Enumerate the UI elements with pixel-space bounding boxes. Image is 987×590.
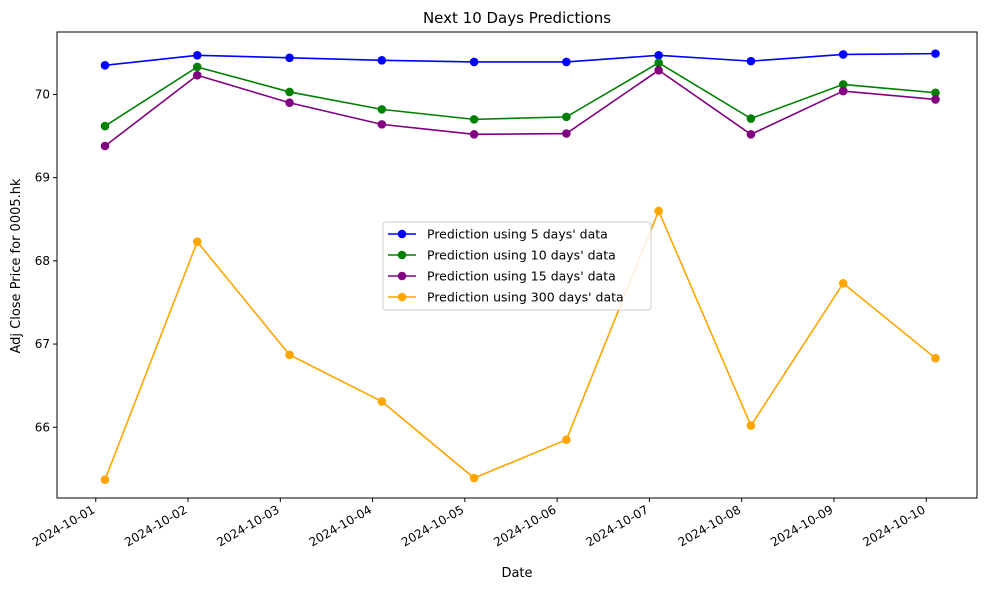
data-point — [285, 98, 294, 108]
series-line — [104, 69, 936, 147]
data-point — [469, 473, 479, 483]
data-point — [654, 51, 663, 60]
x-tick-label: 2024-10-07 — [584, 502, 651, 549]
legend-marker — [397, 292, 407, 302]
y-axis-ticks: 66 67 68 69 70 — [35, 87, 57, 434]
data-point — [192, 51, 202, 60]
x-axis-label: Date — [501, 566, 532, 581]
x-tick-label: 2024-10-04 — [307, 502, 374, 549]
data-point — [285, 53, 294, 63]
data-point — [931, 353, 940, 363]
data-point — [377, 105, 387, 114]
data-point — [100, 121, 110, 131]
data-point — [562, 112, 571, 122]
x-tick-label: 2024-10-03 — [214, 502, 281, 549]
data-point — [838, 80, 848, 89]
data-point — [562, 57, 571, 67]
x-tick-label: 2024-10-10 — [860, 502, 927, 549]
legend-entry: Prediction using 300 days' data — [427, 290, 624, 305]
chart-title: Next 10 Days Predictions — [423, 9, 611, 27]
data-point — [100, 475, 110, 484]
data-point — [562, 129, 571, 138]
data-point — [469, 57, 479, 67]
data-point — [192, 237, 202, 246]
data-point — [192, 70, 202, 80]
y-tick-label: 69 — [35, 171, 50, 185]
series-4 — [100, 206, 940, 484]
data-point — [377, 55, 387, 65]
legend-box — [382, 221, 652, 311]
data-point — [838, 50, 848, 59]
data-point — [469, 115, 479, 124]
data-point — [100, 141, 110, 151]
legend-entry: Prediction using 5 days' data — [427, 227, 608, 242]
x-tick-label: 2024-10-05 — [399, 502, 466, 549]
data-point — [931, 95, 940, 104]
data-point — [100, 60, 110, 70]
data-point — [746, 114, 756, 123]
data-point — [931, 88, 940, 98]
data-point — [746, 56, 756, 66]
data-point — [654, 206, 663, 216]
series-3 — [100, 65, 940, 151]
series-line — [104, 208, 936, 480]
x-tick-label: 2024-10-01 — [30, 502, 97, 549]
data-point — [746, 130, 756, 139]
legend-marker — [397, 250, 407, 260]
data-point — [654, 58, 663, 68]
data-point — [746, 421, 756, 430]
data-point — [469, 130, 479, 139]
series-1 — [100, 49, 940, 70]
y-tick-label: 66 — [35, 420, 50, 434]
plot-layer — [100, 49, 940, 484]
x-tick-label: 2024-10-08 — [676, 502, 743, 549]
y-axis-label: Adj Close Price for 0005.hk — [9, 178, 24, 354]
data-point — [192, 62, 202, 72]
data-point — [377, 120, 387, 129]
series-line — [104, 61, 936, 127]
x-tick-label: 2024-10-02 — [122, 502, 189, 549]
x-tick-label: 2024-10-09 — [768, 502, 835, 549]
data-point — [838, 279, 848, 288]
data-point — [285, 350, 294, 360]
data-point — [285, 87, 294, 97]
series-line — [104, 52, 936, 67]
data-point — [838, 86, 848, 96]
data-point — [654, 65, 663, 75]
plot-frame — [56, 31, 978, 499]
y-tick-label: 70 — [35, 87, 50, 101]
data-point — [377, 397, 387, 406]
x-axis-ticks: 2024-10-01 2024-10-02 2024-10-03 2024-10-04… — [30, 498, 928, 549]
legend-marker — [397, 229, 407, 239]
legend-entry: Prediction using 10 days' data — [427, 248, 616, 263]
data-point — [562, 435, 571, 445]
legend: Prediction using 5 days' data Prediction … — [382, 221, 652, 311]
data-point — [931, 49, 940, 58]
y-tick-label: 67 — [35, 337, 50, 351]
legend-entry: Prediction using 15 days' data — [427, 269, 616, 284]
x-tick-label: 2024-10-06 — [491, 502, 558, 549]
legend-marker — [397, 271, 407, 281]
series-2 — [100, 58, 940, 131]
y-tick-label: 68 — [35, 254, 50, 268]
